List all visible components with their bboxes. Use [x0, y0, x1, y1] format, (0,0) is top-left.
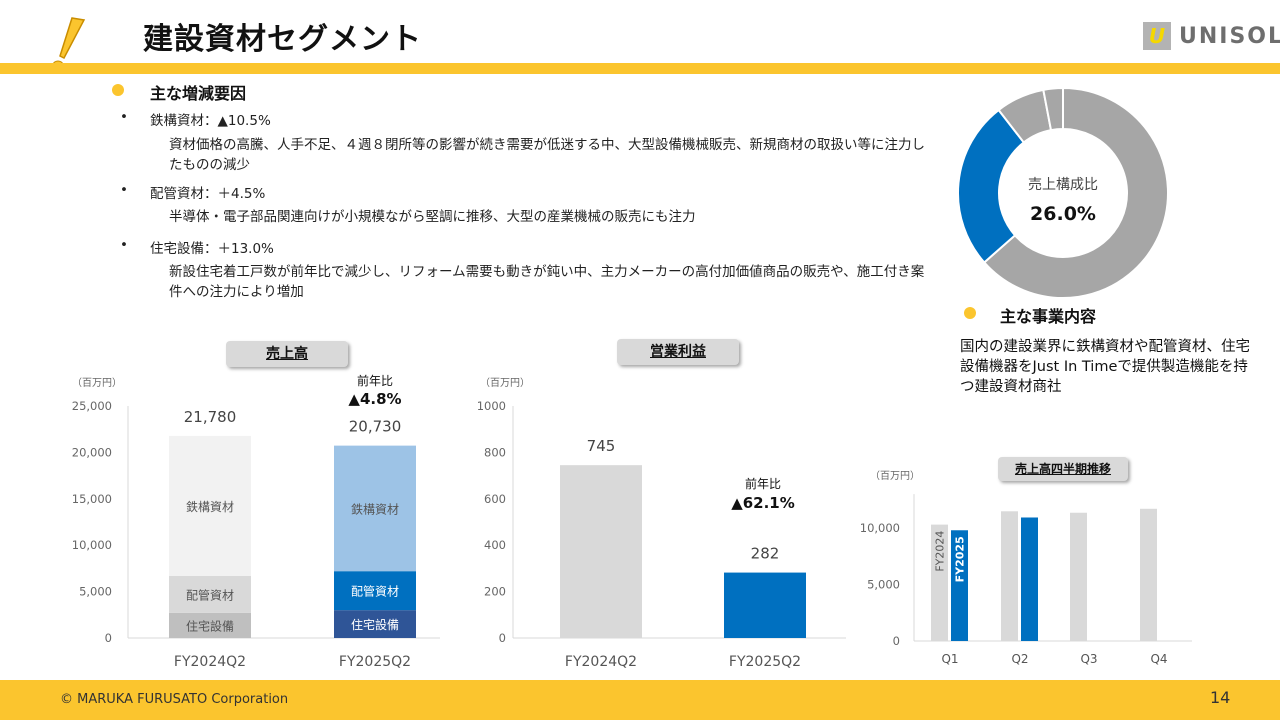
total-label: 20,730	[349, 418, 402, 436]
donut-title: 売上構成比	[1028, 177, 1098, 193]
x-tick-label: Q1	[941, 652, 958, 666]
y-tick-label: 800	[484, 445, 506, 459]
unit-label: （百万円）	[72, 377, 122, 389]
footer-bar	[0, 680, 1280, 720]
y-tick-label: 0	[105, 631, 112, 645]
y-tick-label: 200	[484, 585, 506, 599]
x-tick-label: Q3	[1080, 652, 1097, 666]
x-tick-label: Q4	[1150, 652, 1167, 666]
bullet: •	[120, 237, 128, 253]
bar-segment	[334, 445, 416, 572]
bar	[560, 465, 642, 638]
page-number: 14	[1210, 688, 1231, 707]
donut-slice	[957, 108, 1026, 264]
y-tick-label: 1000	[477, 399, 506, 413]
factor-desc: 半導体・電子部品関連向けが小規模ながら堅調に推移、大型の産業機械の販売にも注力	[169, 209, 696, 225]
factors-heading: 主な増減要因	[150, 84, 247, 103]
y-tick-label: 600	[484, 492, 506, 506]
bar	[1021, 517, 1038, 641]
segment-label: 配管資材	[186, 587, 234, 602]
bar	[951, 530, 968, 641]
yoy-label: 前年比	[745, 476, 781, 491]
y-tick-label: 15,000	[72, 492, 112, 506]
bullet: •	[120, 109, 128, 125]
quarterly-chart-title: 売上高四半期推移	[998, 457, 1128, 481]
factor-desc: 資材価格の高騰、人手不足、４週８閉所等の影響が続き需要が低迷する中、大型設備機械…	[169, 137, 925, 173]
bar	[1140, 508, 1157, 641]
bar-segment	[169, 575, 251, 613]
sales-chart-title: 売上高	[226, 341, 348, 367]
factor-label: 鉄構資材：▲10.5%	[150, 113, 271, 129]
logo-text: UNISOL	[1179, 23, 1280, 49]
donut-slice	[1042, 86, 1064, 132]
x-tick-label: FY2024Q2	[565, 654, 637, 670]
factor-label: 配管資材：＋4.5%	[150, 186, 266, 202]
bullet-dot-icon	[112, 84, 124, 96]
profit-chart-title: 営業利益	[617, 339, 739, 365]
bullet: •	[120, 182, 128, 198]
business-text: 国内の建設業界に鉄構資材や配管資材、住宅設備機器をJust In Timeで提供…	[960, 339, 1250, 395]
y-tick-label: 0	[893, 634, 900, 648]
bar-value-label: 282	[751, 545, 780, 563]
bar	[1001, 511, 1018, 641]
bar-segment	[169, 435, 251, 576]
y-tick-label: 5,000	[79, 585, 112, 599]
segment-label: 鉄構資材	[186, 499, 234, 514]
bar-segment	[334, 610, 416, 638]
y-tick-label: 10,000	[72, 538, 112, 552]
unit-label: （百万円）	[870, 470, 920, 482]
header-bar	[0, 63, 1280, 74]
series-label: FY2024	[934, 531, 947, 572]
y-tick-label: 0	[499, 631, 506, 645]
segment-label: 鉄構資材	[351, 501, 399, 516]
bar-value-label: 745	[587, 437, 616, 455]
unisol-logo: U UNISOL	[1143, 22, 1280, 50]
y-tick-label: 20,000	[72, 445, 112, 459]
bar	[1070, 512, 1087, 641]
yoy-label: 前年比	[357, 373, 393, 388]
bar-segment	[169, 612, 251, 638]
segment-label: 住宅設備	[351, 617, 399, 632]
segment-label: 配管資材	[351, 584, 399, 599]
logo-mark-icon: U	[1143, 22, 1171, 50]
segment-label: 住宅設備	[186, 618, 234, 633]
bullet-dot-icon	[964, 307, 976, 319]
unit-label: （百万円）	[480, 377, 530, 389]
series-label: FY2025	[954, 536, 967, 582]
x-tick-label: Q2	[1011, 652, 1028, 666]
donut-slice	[982, 86, 1169, 299]
total-label: 21,780	[184, 408, 237, 426]
y-tick-label: 400	[484, 538, 506, 552]
yoy-value: ▲62.1%	[731, 494, 795, 512]
bar	[724, 572, 806, 638]
copyright: © MARUKA FURUSATO Corporation	[60, 692, 289, 707]
factor-desc: 新設住宅着工戸数が前年比で減少し、リフォーム需要も動きが鈍い中、主力メーカーの高…	[169, 264, 925, 300]
donut-value: 26.0%	[1030, 203, 1096, 225]
bar-segment	[334, 571, 416, 611]
y-tick-label: 5,000	[867, 578, 900, 592]
page-title: 建設資材セグメント	[143, 22, 422, 57]
yoy-value: ▲4.8%	[348, 390, 401, 408]
x-tick-label: FY2025Q2	[729, 654, 801, 670]
factor-label: 住宅設備：＋13.0%	[150, 241, 274, 257]
bar	[931, 524, 948, 641]
business-heading: 主な事業内容	[1000, 307, 1097, 326]
y-tick-label: 25,000	[72, 399, 112, 413]
x-tick-label: FY2025Q2	[339, 654, 411, 670]
y-tick-label: 10,000	[860, 521, 900, 535]
x-tick-label: FY2024Q2	[174, 654, 246, 670]
